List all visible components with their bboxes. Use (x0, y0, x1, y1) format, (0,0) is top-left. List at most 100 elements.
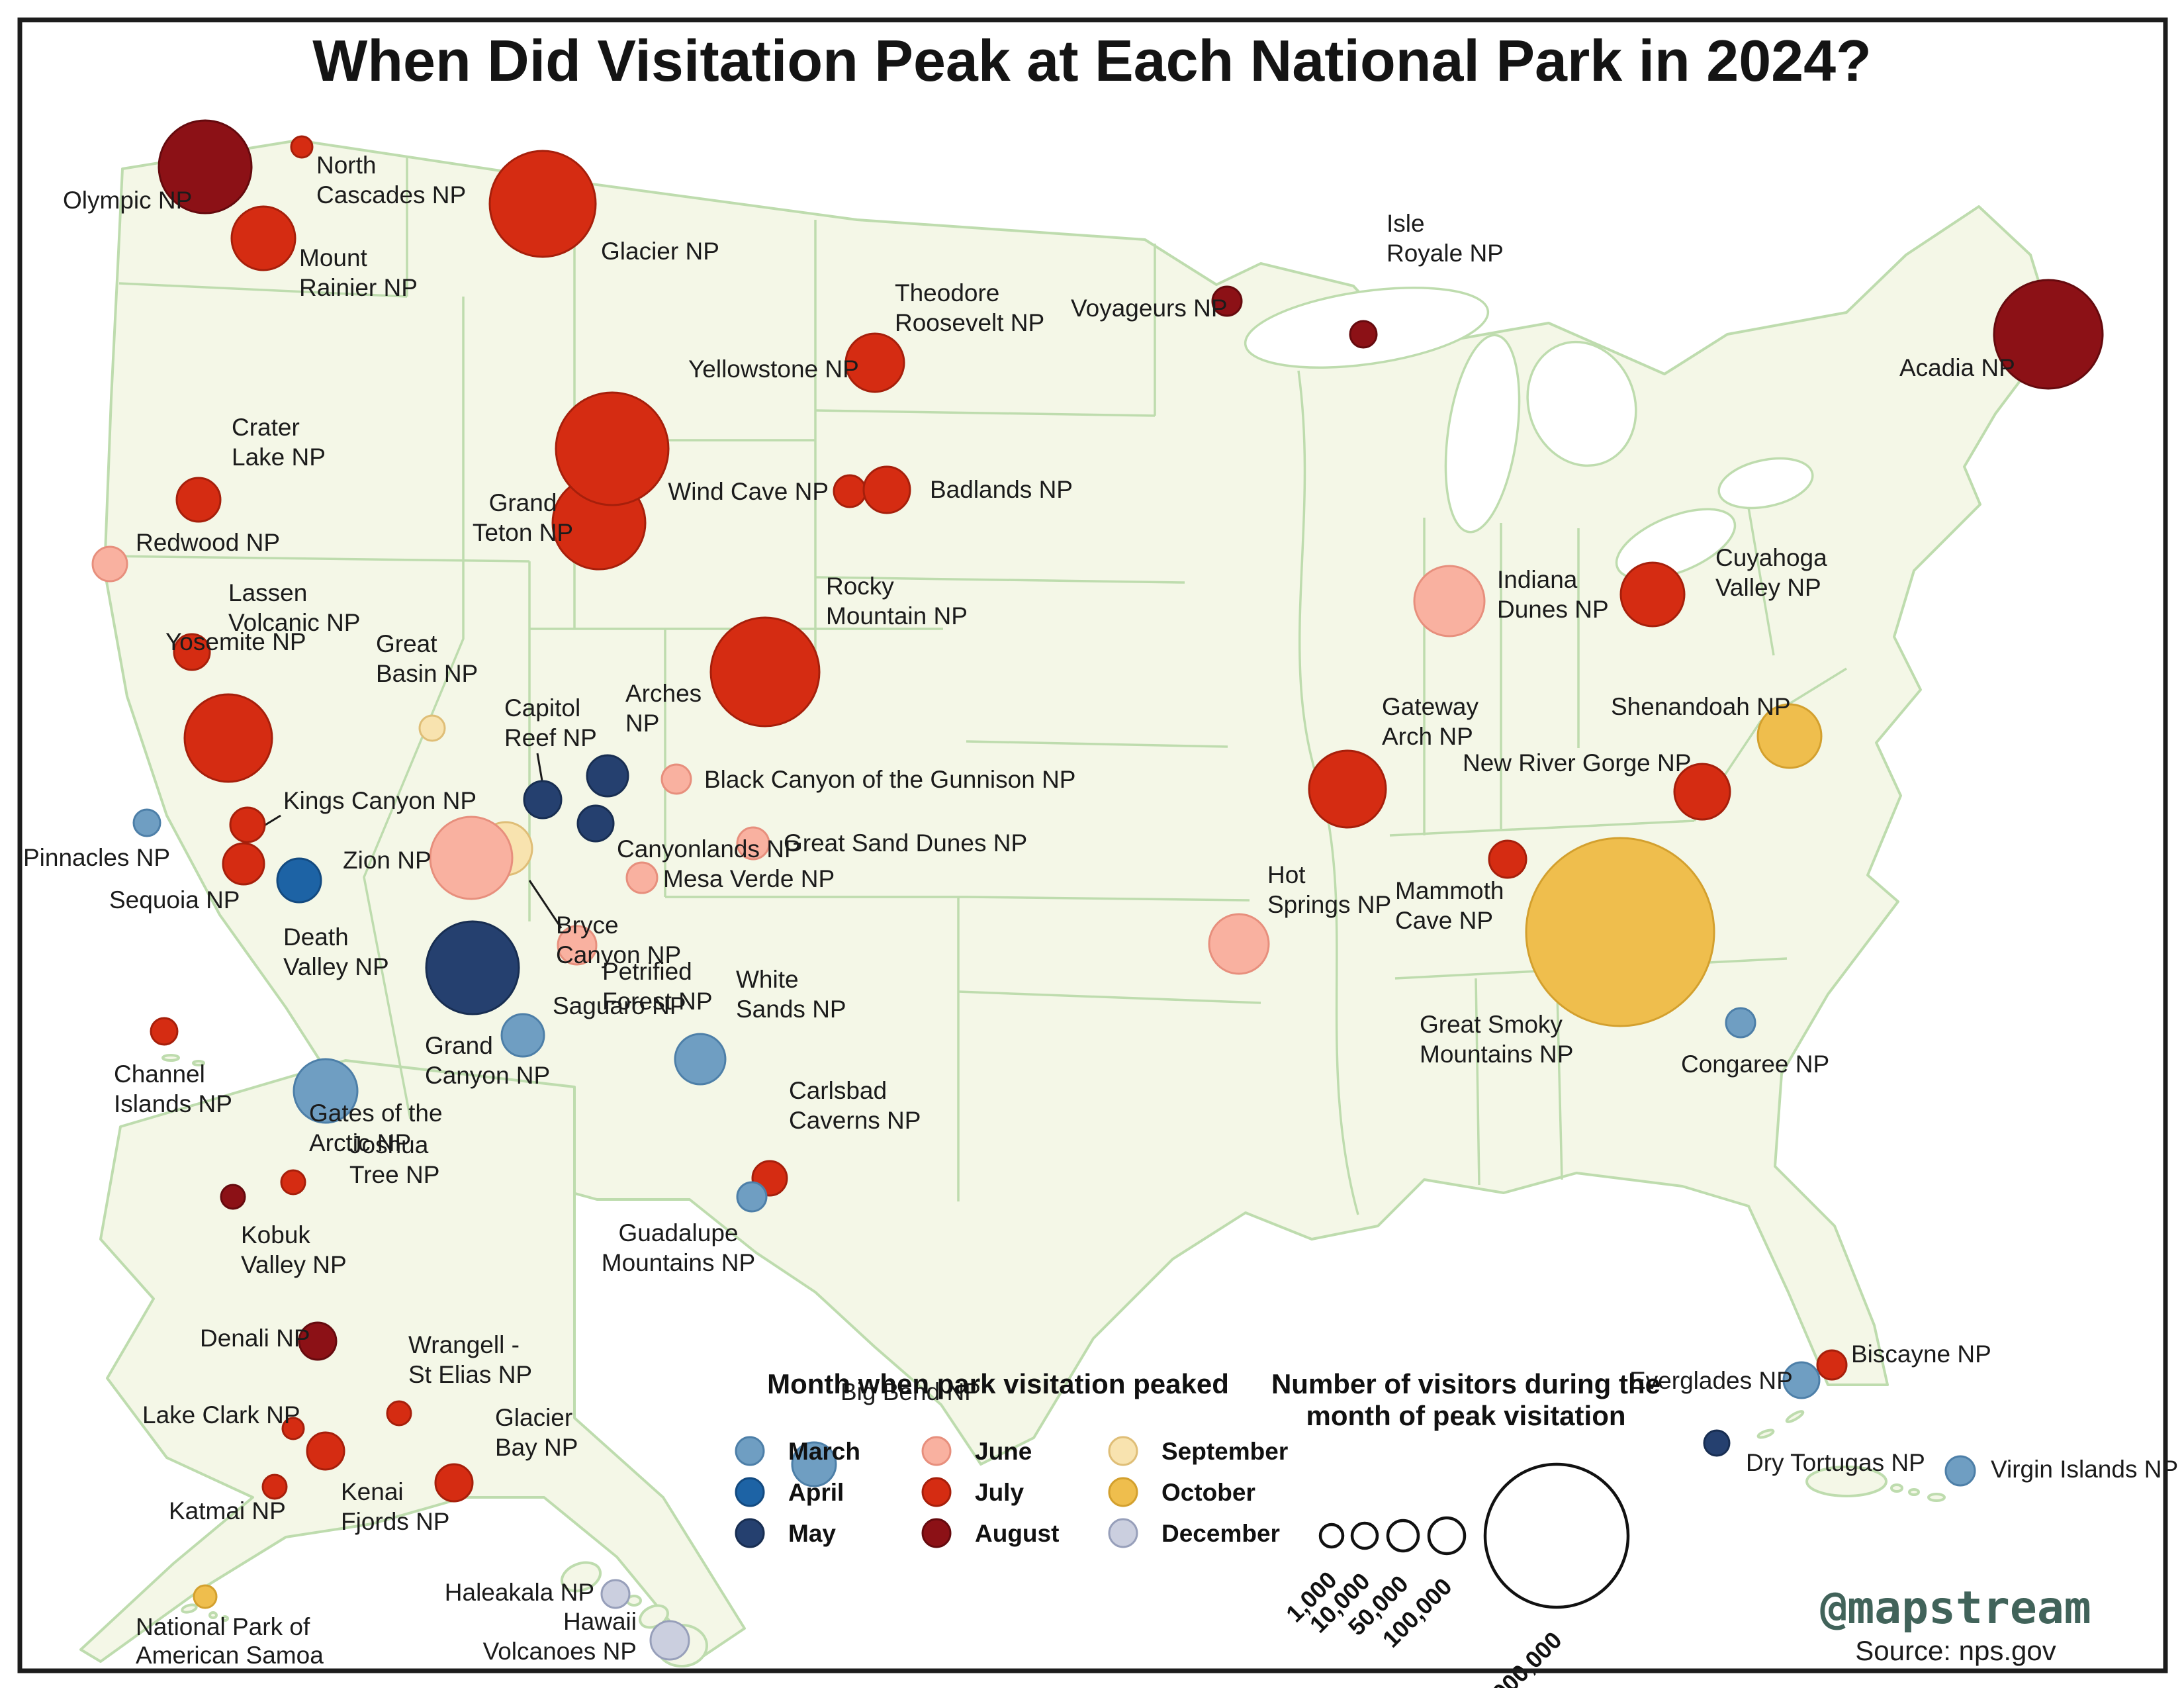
park-circle (280, 1169, 306, 1196)
park-label: Gateway (1382, 693, 1479, 720)
park-labels: Grand Teton NP Yellowstone NP Olympic NP Nor… (23, 152, 2178, 1669)
size-legend-circle (1386, 1519, 1420, 1553)
park-label: Glacier (495, 1404, 572, 1431)
park-label: Biscayne NP (1851, 1340, 1991, 1368)
legend-label-june: June (975, 1438, 1032, 1465)
pointer-line (528, 880, 563, 929)
park-label: Grand (425, 1032, 493, 1059)
park-label: Cave NP (1395, 907, 1493, 934)
park-circle (230, 205, 296, 271)
park-label: Yosemite NP (165, 628, 306, 655)
park-label: Gates of the (309, 1100, 443, 1127)
park-circle (709, 616, 821, 727)
park-label: Crater (232, 414, 300, 441)
park-label: Hot (1267, 861, 1306, 888)
park-circle (158, 119, 253, 214)
attribution-source: Source: nps.gov (1855, 1635, 2056, 1666)
park-label: Dry Tortugas NP (1746, 1449, 1925, 1476)
park-circle (1211, 285, 1243, 317)
park-circle (220, 1184, 246, 1210)
park-circle (281, 1417, 305, 1440)
park-label: Badlands NP (930, 476, 1073, 503)
park-label: New River Gorge NP (1463, 749, 1691, 776)
park-label: Hawaii (563, 1608, 637, 1635)
park-label: Pinnacles NP (23, 844, 170, 871)
size-legend-title-line2: month of peak visitation (1306, 1400, 1625, 1431)
park-label: Congaree NP (1681, 1051, 1829, 1078)
park-label: North (316, 152, 376, 179)
park-circle (791, 1441, 837, 1487)
park-label: Lake Clark NP (142, 1401, 300, 1429)
park-label: Valley NP (241, 1251, 347, 1278)
legend-label-july: July (975, 1479, 1024, 1506)
legend-swatch-august (921, 1518, 952, 1548)
park-label: Redwood NP (136, 529, 280, 556)
park-circle (298, 1321, 338, 1361)
legend-swatch-april (735, 1477, 765, 1507)
park-label: Voyageurs NP (1071, 295, 1228, 322)
month-legend: Month when park visitation peaked March Ap… (735, 1368, 1288, 1548)
park-circle (833, 474, 867, 508)
park-circle (290, 135, 314, 159)
park-label: Arch NP (1382, 723, 1473, 750)
park-label: Rocky (826, 573, 894, 600)
legend-label-august: August (975, 1520, 1059, 1547)
channel-islands-islets (161, 1054, 205, 1066)
park-label: Acadia NP (1899, 354, 2015, 381)
page-title: When Did Visitation Peak at Each Nationa… (312, 28, 1872, 93)
park-circle (1944, 1455, 1976, 1487)
park-circle (222, 842, 265, 886)
park-label: Canyon NP (556, 941, 681, 968)
park-label: Royale NP (1387, 240, 1504, 267)
park-label: Bryce (556, 912, 619, 939)
park-label: Grand (489, 489, 557, 516)
park-circle (132, 808, 161, 837)
park-circle (1525, 837, 1715, 1027)
park-label: Roosevelt NP (895, 309, 1044, 336)
park-circle (1619, 561, 1686, 628)
park-label: Glacier NP (601, 238, 719, 265)
park-label: Mountains NP (602, 1249, 755, 1276)
legend-label-september: September (1161, 1438, 1288, 1465)
legend-swatch-october (1108, 1477, 1138, 1507)
size-legend-circle (1483, 1462, 1630, 1609)
park-label: Tree NP (349, 1161, 439, 1188)
park-label: Great Smoky (1420, 1011, 1563, 1038)
park-label: Capitol (504, 694, 580, 722)
park-label: NP (625, 710, 659, 737)
park-circle (386, 1400, 412, 1427)
park-label: Lake NP (232, 444, 326, 471)
park-circle (586, 754, 629, 798)
park-label: Indiana (1497, 566, 1578, 593)
park-label: Volcanic NP (228, 609, 361, 636)
park-circle (150, 1017, 179, 1046)
park-circle (91, 545, 128, 583)
park-circle (1993, 279, 2104, 390)
park-label: Canyon NP (425, 1062, 550, 1089)
legend-label-october: October (1161, 1479, 1255, 1506)
park-label: American Samoa (136, 1642, 324, 1669)
park-label: Everglades NP (1629, 1367, 1793, 1394)
american-samoa-islands (181, 1603, 229, 1622)
land-layer (79, 139, 2056, 1667)
park-label: Theodore (895, 279, 999, 306)
park-label: Cuyahoga (1715, 544, 1827, 571)
park-circle (1349, 320, 1378, 349)
park-circle (434, 1463, 474, 1503)
park-label: Big Bend NP (841, 1378, 981, 1405)
park-label: Sequoia NP (109, 886, 240, 914)
legend-swatch-june (921, 1436, 952, 1466)
park-label: Mesa Verde NP (663, 865, 835, 892)
park-circle (175, 477, 222, 523)
park-circle (736, 826, 770, 861)
park-circle (674, 1033, 727, 1086)
park-circle (736, 1181, 768, 1213)
park-circle (1725, 1007, 1756, 1039)
park-label: Guadalupe (618, 1219, 738, 1246)
park-circle (261, 1474, 288, 1500)
park-label: Great Sand Dunes NP (784, 829, 1027, 857)
park-circle (193, 1584, 218, 1609)
size-legend-circle (1318, 1523, 1345, 1549)
park-circle (418, 714, 446, 742)
park-label: Black Canyon of the Gunnison NP (704, 766, 1076, 793)
